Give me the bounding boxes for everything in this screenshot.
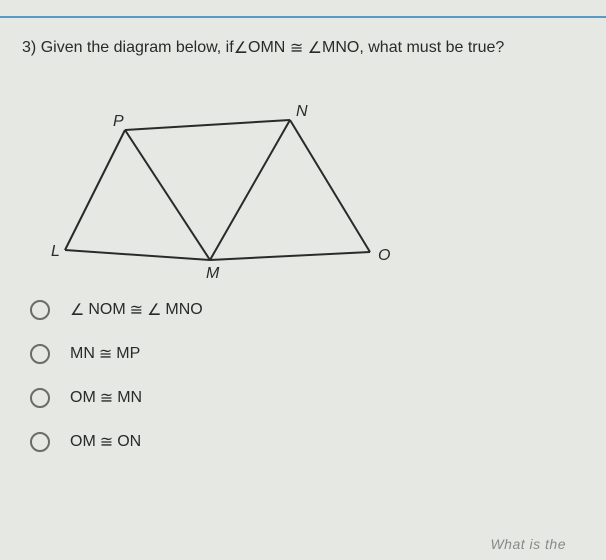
option-c-text: OM ≅ MN (70, 388, 142, 408)
answer-options: ∠ NOM ≅ ∠ MNO MN ≅ MP OM ≅ MN OM ≅ ON (30, 300, 203, 476)
svg-text:P: P (113, 113, 124, 130)
option-d-rhs: ON (117, 433, 141, 451)
question-rhs-angle: MNO (322, 39, 359, 57)
option-a-presym: ∠ (70, 300, 84, 320)
angle-symbol-left: ∠ (234, 38, 248, 58)
option-d[interactable]: OM ≅ ON (30, 432, 203, 452)
congruent-symbol: ≅ (290, 38, 303, 58)
clipped-footer-text: What is the (490, 536, 566, 552)
geometry-diagram: L P N M O (45, 90, 405, 280)
option-b-lhs: MN (70, 345, 95, 363)
svg-text:O: O (378, 247, 390, 264)
radio-icon (30, 344, 50, 364)
angle-symbol-right: ∠ (308, 38, 322, 58)
option-b[interactable]: MN ≅ MP (30, 344, 203, 364)
option-c[interactable]: OM ≅ MN (30, 388, 203, 408)
option-c-op: ≅ (100, 388, 113, 408)
radio-icon (30, 300, 50, 320)
option-b-rhs: MP (116, 345, 140, 363)
radio-icon (30, 432, 50, 452)
header-divider (0, 16, 606, 18)
question-text: 3) Given the diagram below, if ∠ OMN ≅ ∠… (22, 38, 584, 58)
option-a-lhs: NOM (88, 301, 125, 319)
option-a[interactable]: ∠ NOM ≅ ∠ MNO (30, 300, 203, 320)
svg-text:L: L (51, 243, 60, 260)
option-a-postsym: ∠ (147, 300, 161, 320)
svg-text:M: M (206, 265, 220, 280)
option-b-text: MN ≅ MP (70, 344, 140, 364)
question-suffix: , what must be true? (359, 39, 504, 57)
option-a-text: ∠ NOM ≅ ∠ MNO (70, 300, 203, 320)
option-b-op: ≅ (99, 344, 112, 364)
option-d-lhs: OM (70, 433, 96, 451)
question-lhs-angle: OMN (248, 39, 285, 57)
option-c-lhs: OM (70, 389, 96, 407)
radio-icon (30, 388, 50, 408)
svg-text:N: N (296, 103, 308, 120)
option-d-text: OM ≅ ON (70, 432, 141, 452)
question-prefix: Given the diagram below, if (41, 39, 234, 57)
option-a-rhs: MNO (165, 301, 202, 319)
question-number: 3) (22, 39, 36, 57)
option-d-op: ≅ (100, 432, 113, 452)
option-c-rhs: MN (117, 389, 142, 407)
option-a-op: ≅ (130, 300, 143, 320)
